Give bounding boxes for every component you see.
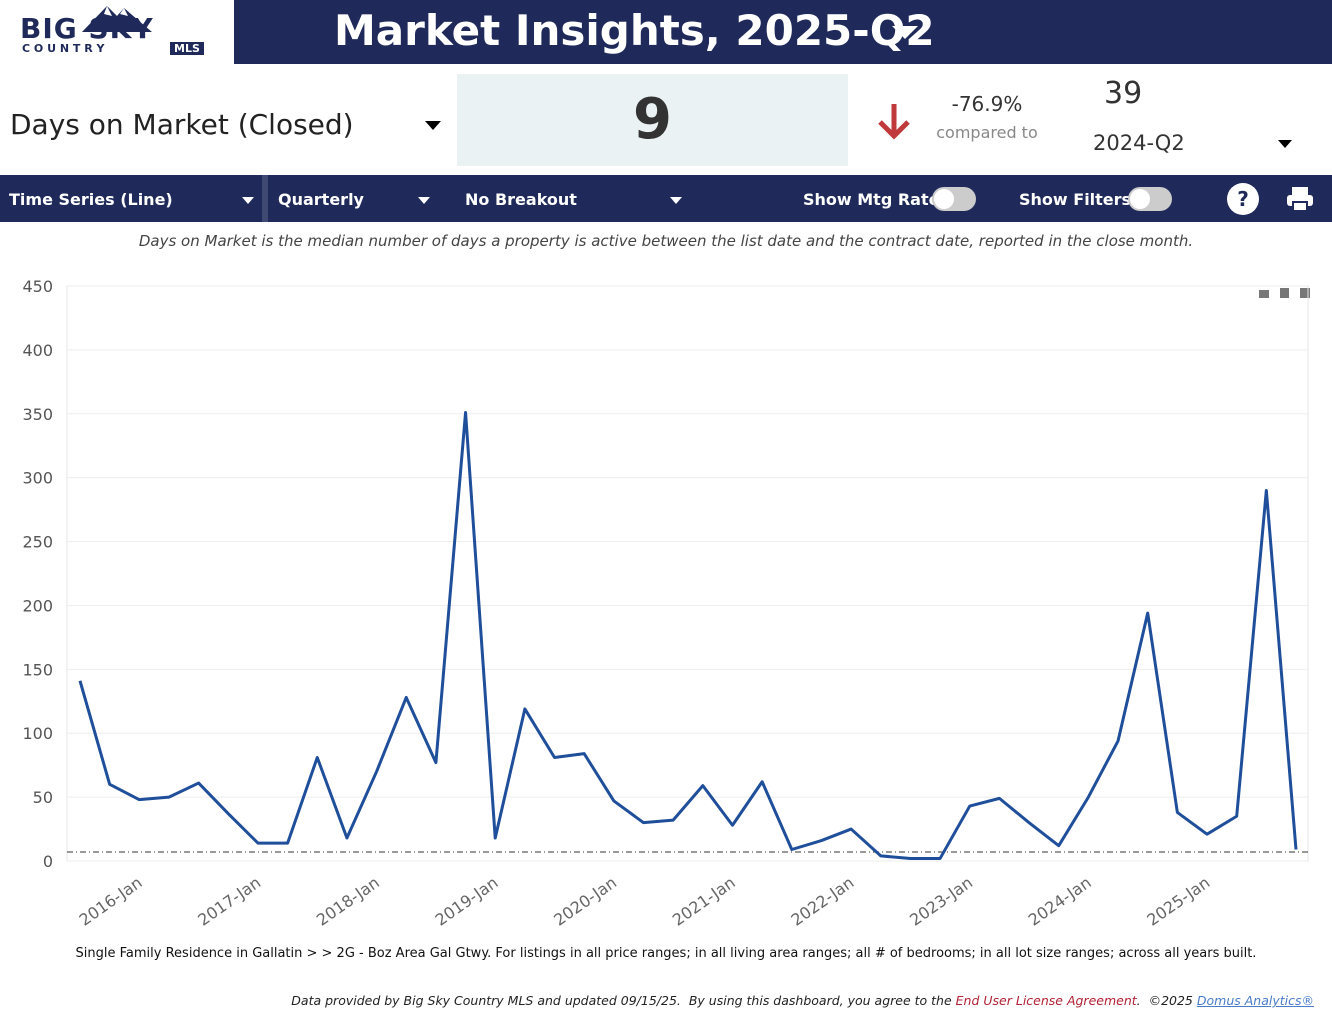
y-tick-label: 350: [22, 405, 53, 424]
toolbar: [0, 175, 1332, 222]
kpi-value: 9: [457, 74, 848, 166]
logo: BIG SKY C O U N T R Y MLS: [0, 0, 234, 64]
period-caret[interactable]: [1278, 140, 1292, 148]
y-tick-label: 300: [22, 469, 53, 488]
chart-type-select[interactable]: Time Series (Line): [9, 190, 173, 209]
x-tick-label: 2019-Jan: [432, 873, 502, 930]
x-tick-label: 2021-Jan: [669, 873, 739, 930]
y-tick-label: 200: [22, 596, 53, 615]
title: Market Insights, 2025-Q2: [334, 6, 935, 55]
logo-mountain: [82, 6, 152, 32]
y-tick-label: 250: [22, 533, 53, 552]
y-tick-label: 400: [22, 341, 53, 360]
footnote: Single Family Residence in Gallatin > > …: [75, 946, 1257, 961]
interval-select[interactable]: Quarterly: [278, 190, 364, 209]
help-button[interactable]: ?: [1226, 182, 1260, 216]
metric-caret[interactable]: [425, 121, 441, 130]
vendor-link[interactable]: Domus Analytics®: [1196, 993, 1314, 1008]
down-arrow: [878, 104, 910, 140]
x-tick-label: 2016-Jan: [76, 873, 146, 930]
mtg-rate-toggle[interactable]: [932, 187, 976, 211]
caret[interactable]: [242, 197, 254, 204]
title-bar: Market Insights, 2025-Q2: [234, 0, 1332, 64]
logo-mls: MLS: [170, 42, 204, 55]
mtg-rate-label: Show Mtg Rate:: [803, 190, 946, 209]
x-tick-label: 2018-Jan: [313, 873, 383, 930]
chart-tools[interactable]: [1259, 288, 1310, 298]
print-button[interactable]: [1286, 185, 1314, 213]
x-tick-label: 2025-Jan: [1143, 873, 1213, 930]
x-tick-label: 2022-Jan: [788, 873, 858, 930]
x-tick-label: 2023-Jan: [906, 873, 976, 930]
chart: 0 50 100 150 200 250 300 350 400 450 2016-Jan 2017-…: [22, 277, 1310, 930]
credits: Data provided by Big Sky Country MLS and…: [291, 993, 1314, 1008]
title-caret[interactable]: [892, 26, 918, 39]
compare-value: 39: [1104, 76, 1143, 111]
caret[interactable]: [670, 197, 682, 204]
y-tick-label: 150: [22, 660, 53, 679]
description: Days on Market is the median number of d…: [138, 232, 1194, 250]
kpi-change: -76.9%: [951, 92, 1023, 116]
filters-toggle[interactable]: [1128, 187, 1172, 211]
y-tick-label: 100: [22, 724, 53, 743]
svg-text:?: ?: [1237, 187, 1249, 211]
plot-area: [66, 285, 1309, 862]
eula-link[interactable]: End User License Agreement: [955, 993, 1137, 1008]
credits-text: Data provided by Big Sky Country MLS and…: [291, 993, 952, 1008]
x-tick-label: 2020-Jan: [550, 873, 620, 930]
y-tick-label: 450: [22, 277, 53, 296]
x-tick-label: 2024-Jan: [1025, 873, 1095, 930]
compared-label: compared to: [936, 123, 1038, 142]
copyright: . ©2025: [1136, 993, 1193, 1008]
filters-label: Show Filters:: [1019, 190, 1138, 209]
x-tick-label: 2017-Jan: [194, 873, 264, 930]
y-tick-label: 50: [33, 788, 53, 807]
data-line: [78, 411, 1298, 860]
caret[interactable]: [418, 197, 430, 204]
compare-period[interactable]: 2024-Q2: [1093, 131, 1185, 155]
divider: [262, 175, 268, 222]
y-tick-label: 0: [43, 852, 53, 871]
logo-sub: C O U N T R Y: [22, 42, 105, 55]
metric-select[interactable]: Days on Market (Closed): [10, 108, 354, 141]
breakout-select[interactable]: No Breakout: [465, 190, 577, 209]
